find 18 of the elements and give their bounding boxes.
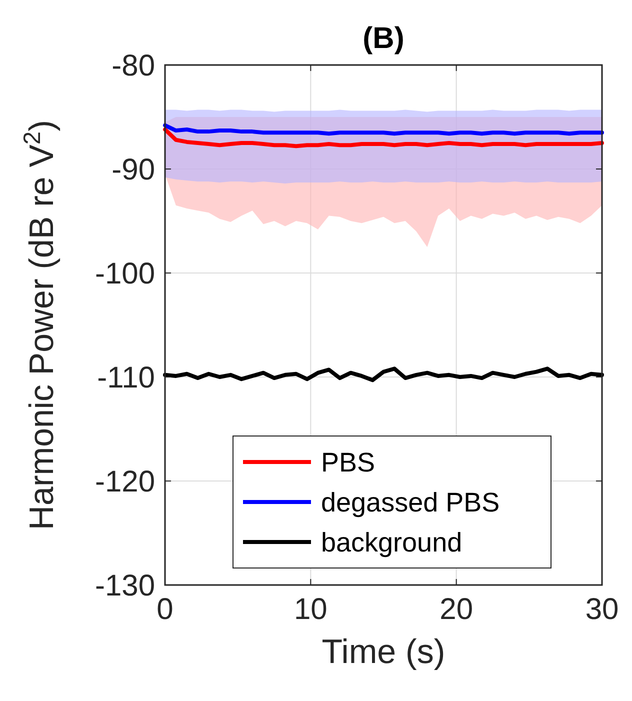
- x-tick-label: 0: [156, 593, 174, 626]
- y-tick-label: -100: [94, 258, 155, 290]
- y-tick-label: -120: [94, 466, 155, 498]
- chart-title: (B): [362, 22, 404, 55]
- legend-label: PBS: [321, 447, 376, 478]
- line-series: [163, 123, 604, 136]
- y-tick-label: -110: [97, 362, 155, 394]
- legend-label: background: [321, 527, 462, 558]
- legend-label: degassed PBS: [321, 487, 500, 518]
- x-tick-label: 30: [585, 593, 619, 626]
- x-tick-label: 20: [440, 593, 474, 626]
- line-series: [163, 127, 604, 148]
- y-tick-label: -80: [112, 50, 155, 82]
- x-tick-label: 10: [294, 593, 328, 626]
- line-series: [163, 366, 604, 382]
- y-tick-label: -130: [94, 570, 155, 602]
- y-tick-label: -90: [112, 154, 155, 186]
- x-axis-title: Time (s): [322, 633, 446, 671]
